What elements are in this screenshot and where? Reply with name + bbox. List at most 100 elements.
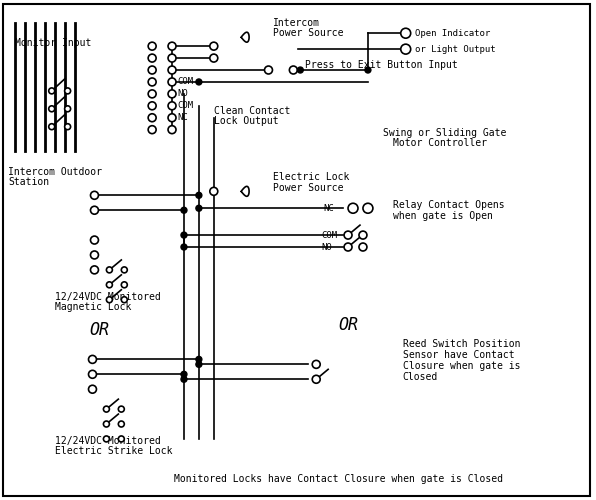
Circle shape [168,78,176,86]
Bar [58,180,66,280]
Circle shape [196,79,202,85]
Circle shape [196,192,202,198]
Text: when gate is Open: when gate is Open [393,211,493,221]
Circle shape [91,266,98,274]
Text: 12/24VDC Monitored: 12/24VDC Monitored [55,436,160,446]
Circle shape [181,244,187,250]
Circle shape [359,243,367,251]
Circle shape [49,88,55,94]
Circle shape [196,206,202,211]
Circle shape [104,406,110,412]
Text: Closure when gate is: Closure when gate is [403,362,520,372]
Bar [396,20,519,61]
Circle shape [210,42,218,50]
Circle shape [64,88,70,94]
Circle shape [91,251,98,259]
Circle shape [119,406,125,412]
Circle shape [148,114,156,122]
Bar [55,176,89,285]
Text: COM: COM [321,230,337,239]
Circle shape [49,124,55,130]
Bar [343,200,388,255]
Circle shape [297,67,303,73]
Circle shape [168,66,176,74]
Circle shape [196,356,202,362]
Bar [67,180,74,280]
Circle shape [49,106,55,112]
Bar [214,18,268,56]
Text: or Light Output: or Light Output [415,44,495,54]
Text: COM: COM [177,78,193,86]
Text: Electric Strike Lock: Electric Strike Lock [55,446,172,456]
Text: Monitor Input: Monitor Input [15,38,91,48]
Circle shape [122,296,128,302]
Circle shape [210,54,218,62]
Text: 12/24VDC Monitored: 12/24VDC Monitored [55,292,160,302]
Circle shape [312,376,320,383]
Bar [274,66,281,74]
Circle shape [401,44,411,54]
Circle shape [181,372,187,378]
Circle shape [104,436,110,442]
Circle shape [168,126,176,134]
Circle shape [64,124,70,130]
Text: Relay Contact Opens: Relay Contact Opens [393,200,504,210]
Circle shape [181,207,187,213]
Circle shape [148,66,156,74]
Text: Lock Output: Lock Output [214,116,278,126]
Circle shape [119,436,125,442]
Circle shape [196,362,202,368]
Text: NO: NO [321,242,332,252]
Circle shape [168,90,176,98]
Circle shape [344,243,352,251]
Circle shape [148,90,156,98]
Text: NC: NC [177,113,188,122]
Text: Intercom: Intercom [274,18,321,28]
Circle shape [107,267,113,273]
Circle shape [181,376,187,382]
Circle shape [365,67,371,73]
Bar [20,132,48,145]
Text: Electric Lock: Electric Lock [274,172,350,182]
Circle shape [148,54,156,62]
Circle shape [148,102,156,110]
Text: Power Source: Power Source [274,28,344,38]
Circle shape [433,64,482,114]
Circle shape [210,188,218,196]
Bar [60,340,85,429]
Text: Magnetic Lock: Magnetic Lock [55,302,131,312]
Text: Power Source: Power Source [274,184,344,194]
Circle shape [344,231,352,239]
Circle shape [312,360,320,368]
Circle shape [122,267,128,273]
Circle shape [168,114,176,122]
Circle shape [119,421,125,427]
Text: Reed Switch Position: Reed Switch Position [403,340,520,349]
Circle shape [168,54,176,62]
Text: Press to Exit Button Input: Press to Exit Button Input [305,60,458,70]
Circle shape [122,282,128,288]
Text: OR: OR [89,320,110,338]
Circle shape [148,126,156,134]
Circle shape [445,77,470,101]
Circle shape [55,130,73,148]
Text: Open Indicator: Open Indicator [415,28,490,38]
Bar [8,14,152,160]
Text: COM: COM [177,102,193,110]
Circle shape [91,206,98,214]
Bar [308,340,348,399]
Bar [76,180,83,280]
Text: OR: OR [338,316,358,334]
Text: Clean Contact: Clean Contact [214,106,290,116]
Text: Swing or Sliding Gate: Swing or Sliding Gate [383,128,506,138]
Circle shape [265,66,272,74]
Circle shape [107,282,113,288]
Circle shape [359,231,367,239]
Circle shape [348,204,358,213]
Text: Closed: Closed [403,372,438,382]
Text: Intercom Outdoor: Intercom Outdoor [8,168,102,177]
Circle shape [91,236,98,244]
Bar [64,350,80,419]
Bar [353,340,393,399]
Circle shape [168,102,176,110]
